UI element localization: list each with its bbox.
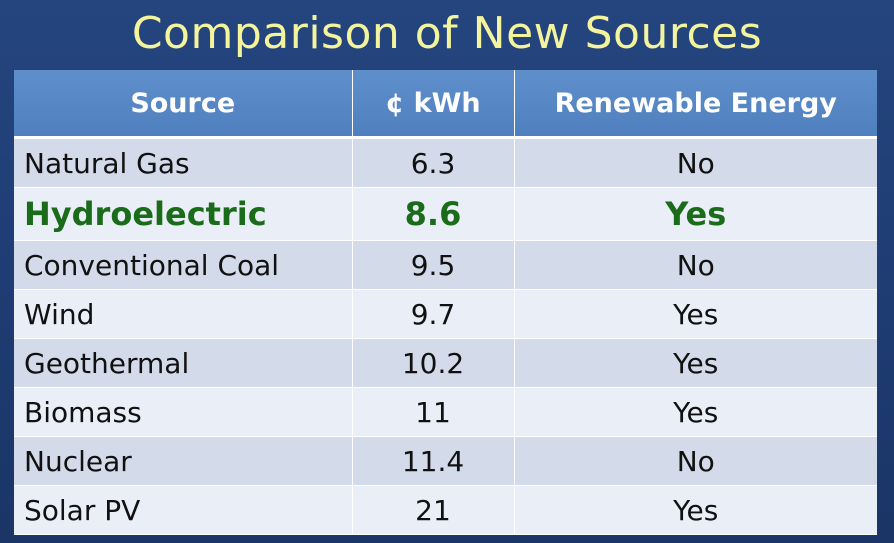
table-row: Solar PV 21 Yes [14,485,877,535]
renewable-cell: Yes [514,338,877,388]
renewable-cell: Yes [514,187,877,241]
table-row: Biomass 11 Yes [14,387,877,437]
cost-cell: 9.7 [352,289,515,339]
cost-cell: 8.6 [352,187,515,241]
source-cell: Biomass [14,387,353,437]
cost-cell: 9.5 [352,240,515,290]
source-cell: Conventional Coal [14,240,353,290]
renewable-cell: Yes [514,485,877,535]
source-cell: Hydroelectric [14,187,353,241]
cost-cell: 10.2 [352,338,515,388]
cost-cell: 6.3 [352,137,515,188]
renewable-cell: No [514,137,877,188]
table-row: Conventional Coal 9.5 No [14,240,877,290]
renewable-cell: No [514,436,877,486]
source-cell: Solar PV [14,485,353,535]
renewable-cell: Yes [514,387,877,437]
table-row: Natural Gas 6.3 No [14,137,877,188]
table-row: Nuclear 11.4 No [14,436,877,486]
cost-cell: 11.4 [352,436,515,486]
table-row: Geothermal 10.2 Yes [14,338,877,388]
source-cell: Natural Gas [14,137,353,188]
source-cell: Wind [14,289,353,339]
renewable-cell: Yes [514,289,877,339]
table-header-row: Source ¢ kWh Renewable Energy [14,70,877,139]
source-cell: Geothermal [14,338,353,388]
table-row-highlighted: Hydroelectric 8.6 Yes [14,187,877,241]
source-cell: Nuclear [14,436,353,486]
comparison-table: Source ¢ kWh Renewable Energy Natural Ga… [14,70,877,535]
table-row: Wind 9.7 Yes [14,289,877,339]
column-header-source: Source [14,70,353,139]
cost-cell: 21 [352,485,515,535]
renewable-cell: No [514,240,877,290]
column-header-cost: ¢ kWh [352,70,515,139]
slide-title: Comparison of New Sources [131,8,763,59]
cost-cell: 11 [352,387,515,437]
column-header-renewable: Renewable Energy [514,70,877,139]
